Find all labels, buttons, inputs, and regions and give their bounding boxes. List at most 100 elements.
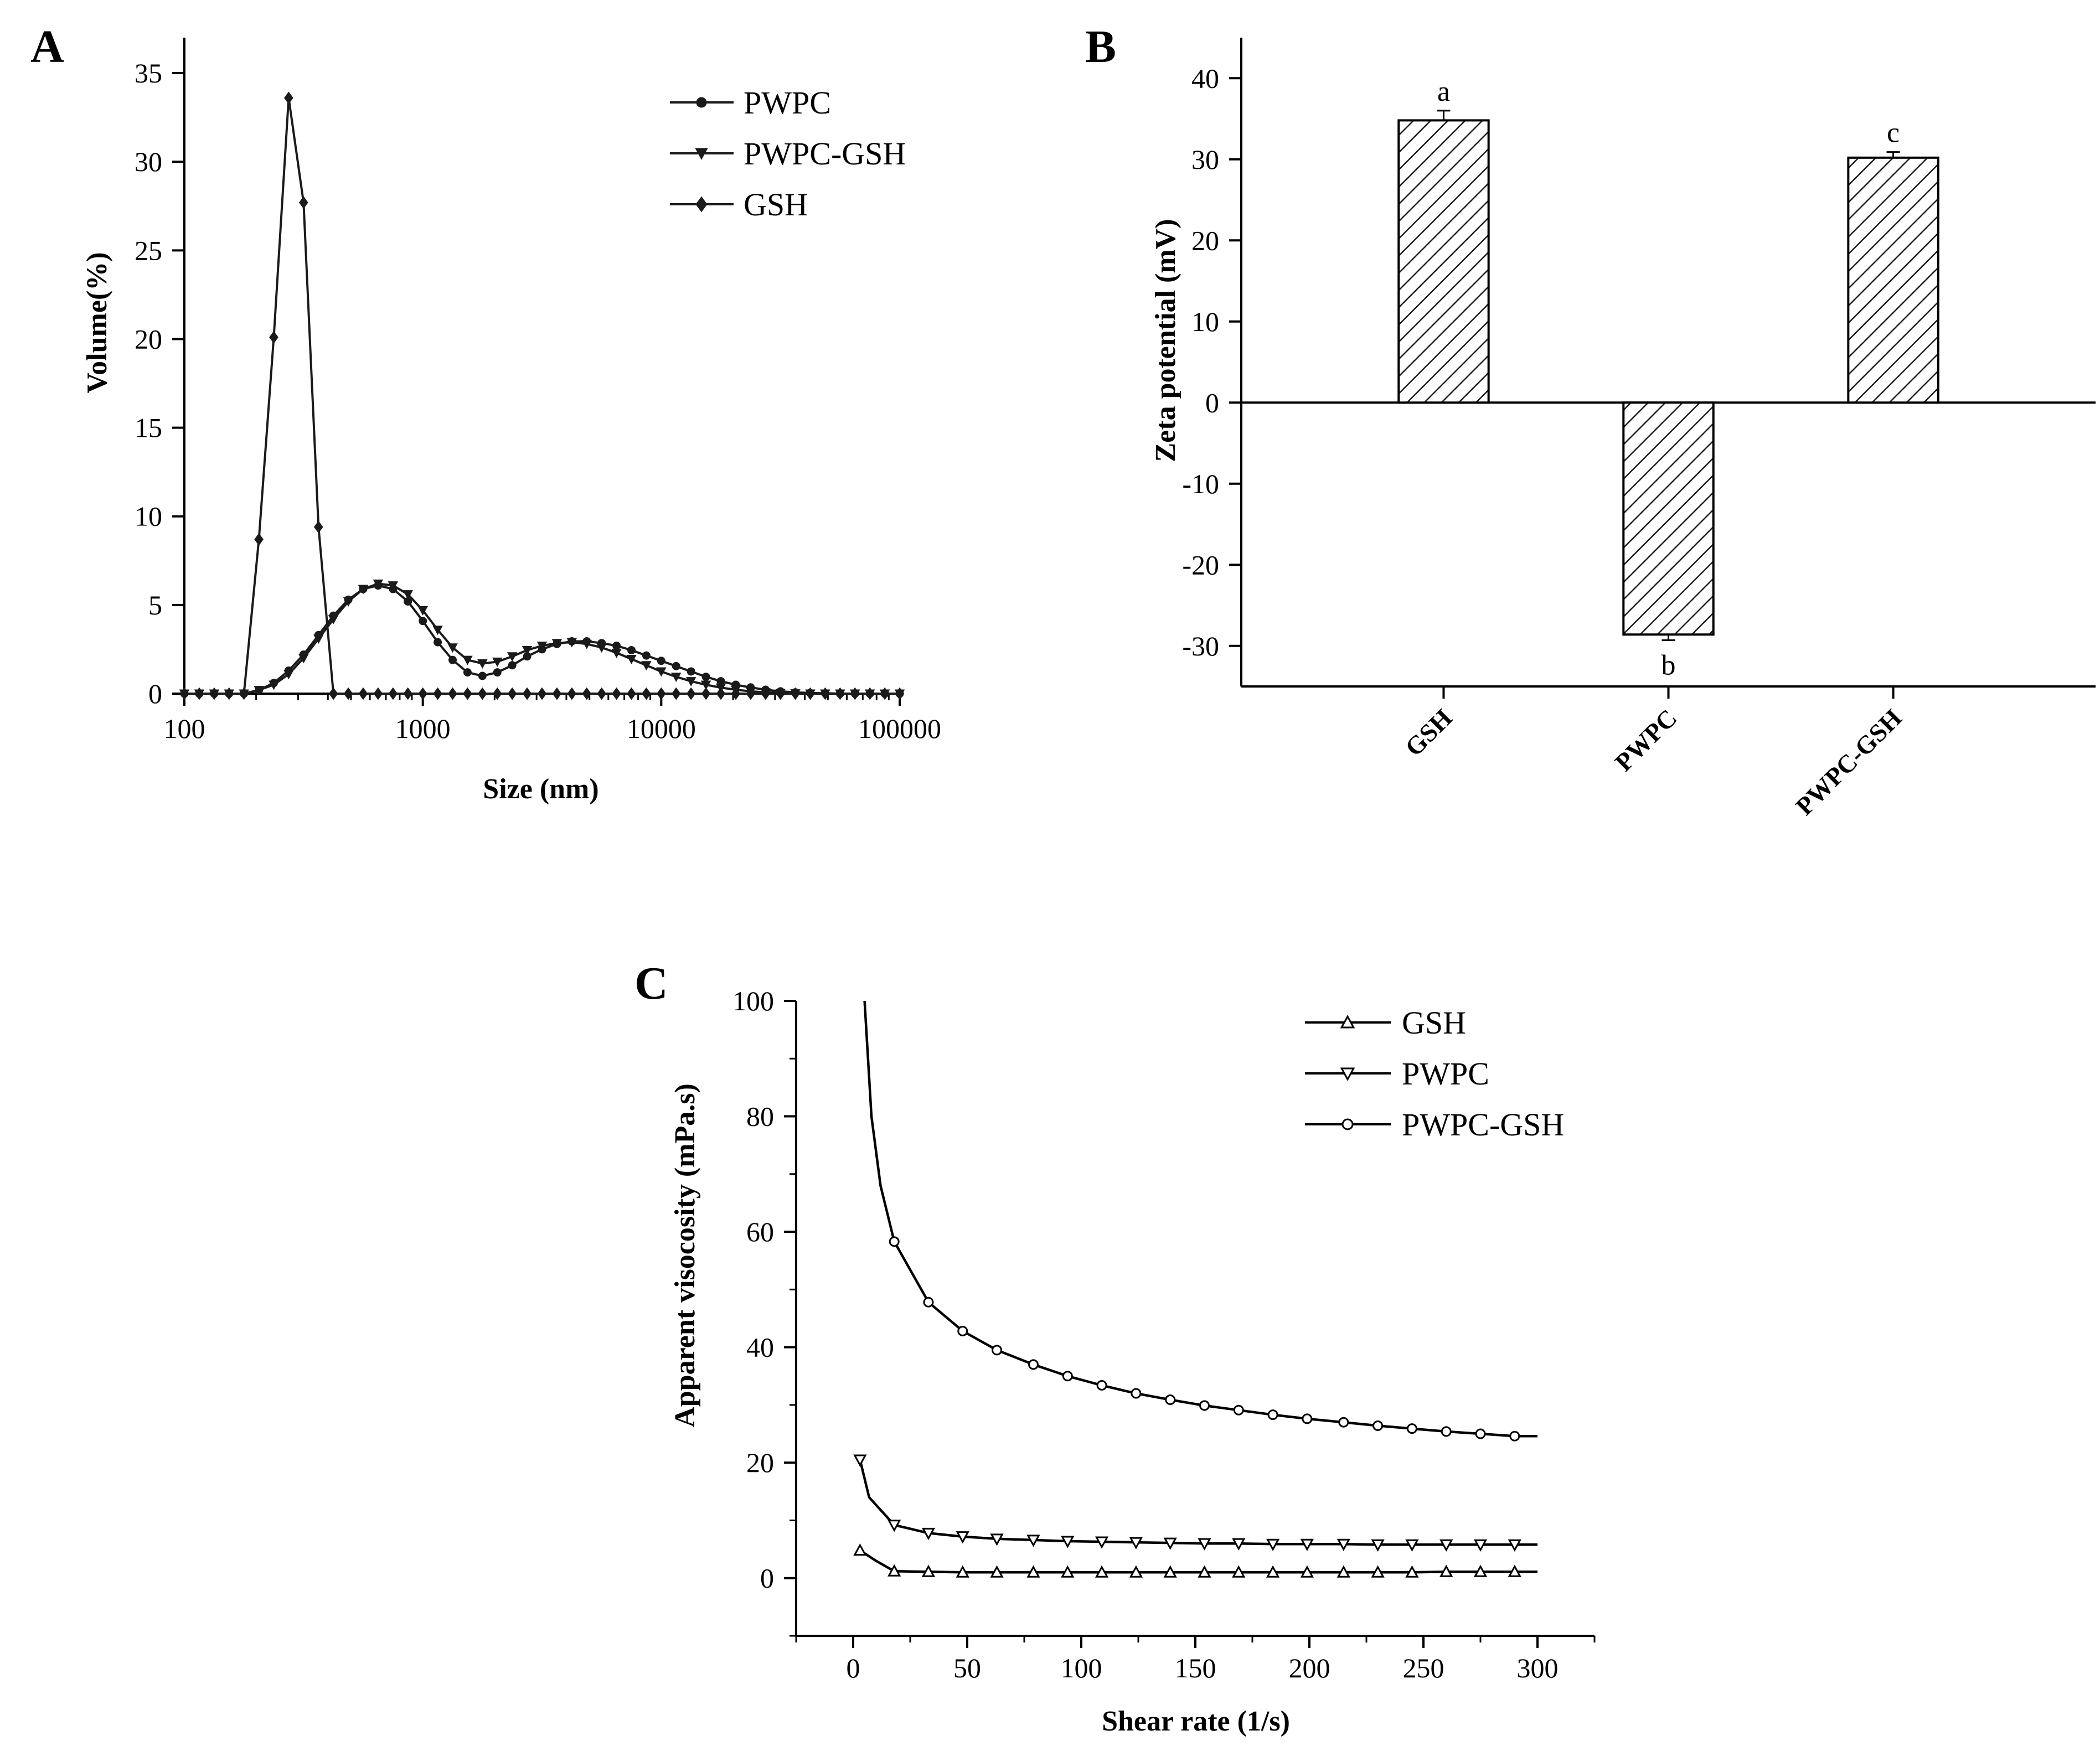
panel-a-point-pwpc — [419, 617, 427, 626]
panel-c-x-tick-label: 150 — [1175, 1652, 1216, 1683]
panel-c-y-tick-label: 100 — [732, 985, 774, 1016]
panel-a-point-gsh — [284, 91, 293, 105]
panel-a-point-gsh — [791, 687, 800, 700]
panel-c-x-tick-label: 200 — [1289, 1652, 1330, 1683]
panel-c-y-tick-label: 60 — [746, 1216, 774, 1247]
panel-b-y-tick-label: -10 — [1182, 468, 1219, 499]
panel-a-point-gsh — [552, 687, 562, 700]
panel-c-x-tick-label: 250 — [1403, 1652, 1444, 1683]
panel-c-point-gsh — [1232, 1565, 1246, 1578]
panel-a-point-gsh — [671, 687, 681, 700]
panel-b-y-tick-label: 20 — [1191, 225, 1219, 256]
panel-a-point-gsh — [478, 687, 487, 700]
panel-c-x-tick-label: 300 — [1517, 1652, 1559, 1683]
panel-a-legend-marker-gsh — [695, 196, 708, 213]
panel-c-point-pwpc-gsh — [1267, 1409, 1278, 1420]
panel-c-legend-label-pwpc-gsh: PWPC-GSH — [1402, 1107, 1564, 1143]
panel-a-y-tick-label: 25 — [135, 235, 162, 266]
panel-a-y-tick-label: 0 — [148, 678, 162, 709]
panel-c-point-pwpc — [1095, 1536, 1109, 1549]
panel-c-point-pwpc-gsh — [1131, 1388, 1142, 1399]
panel-c-legend-marker-gsh — [1340, 1015, 1355, 1029]
panel-a-point-pwpc — [463, 668, 472, 677]
panel-a-point-gsh — [895, 687, 905, 700]
panel-c-y-axis-title: Apparent visocosity (mPa.s) — [669, 1083, 701, 1428]
panel-a-point-pwpc-gsh — [656, 667, 667, 677]
panel-a-point-pwpc — [448, 655, 457, 664]
panel-c-point-pwpc — [1198, 1538, 1211, 1551]
panel-a-point-gsh — [179, 687, 189, 700]
panel-a-point-gsh — [269, 330, 278, 344]
panel-b-sig-letter-pwpc-gsh: c — [1887, 117, 1900, 149]
panel-b-sig-letter-pwpc: b — [1662, 649, 1676, 681]
panel-a-point-gsh — [835, 687, 845, 700]
panel-a-y-tick-label: 35 — [135, 58, 162, 89]
panel-a-point-gsh — [343, 687, 353, 700]
panel-a-point-pwpc-gsh — [358, 585, 369, 595]
panel-a-point-gsh — [821, 687, 830, 700]
panel-a-y-tick-label: 30 — [135, 146, 162, 177]
panel-a-point-pwpc — [687, 667, 695, 676]
panel-a-point-gsh — [850, 687, 860, 700]
panel-c-point-pwpc — [1129, 1537, 1143, 1549]
panel-a-point-pwpc — [508, 661, 517, 670]
panel-c-point-gsh — [888, 1564, 901, 1577]
panel-a-point-pwpc-gsh — [432, 626, 443, 636]
panel-c-point-pwpc-gsh — [1441, 1426, 1452, 1437]
panel-a-point-pwpc-gsh — [700, 680, 711, 690]
panel-c-point-pwpc — [1163, 1537, 1177, 1550]
panel-c-point-pwpc-gsh — [1302, 1413, 1313, 1424]
panel-a-point-pwpc — [612, 642, 621, 650]
panel-c-y-tick-label: 20 — [746, 1447, 774, 1478]
panel-c-legend-marker-pwpc — [1340, 1067, 1355, 1081]
panel-a-point-gsh — [627, 687, 636, 700]
panel-a-point-gsh — [194, 687, 204, 700]
panel-b-bar-pwpc-gsh — [1847, 156, 1939, 404]
panel-a-point-gsh — [463, 687, 472, 700]
panel-c-point-pwpc-gsh — [1165, 1394, 1176, 1406]
panel-a-y-tick-label: 10 — [135, 501, 162, 532]
panel-a-point-gsh — [388, 687, 398, 700]
panel-a-point-gsh — [701, 687, 711, 700]
panel-c-point-gsh — [1266, 1565, 1280, 1578]
panel-c-point-gsh — [1026, 1565, 1040, 1578]
panel-a-point-gsh — [239, 687, 249, 700]
panel-a-point-pwpc-gsh — [298, 654, 309, 664]
panel-a-point-pwpc-gsh — [492, 657, 503, 667]
panel-a-point-pwpc-gsh — [417, 606, 428, 616]
panel-a-point-gsh — [313, 520, 323, 534]
panel-b-y-tick-label: -30 — [1182, 631, 1219, 662]
panel-a-point-pwpc-gsh — [283, 670, 294, 680]
panel-c-y-tick-label: 0 — [760, 1563, 774, 1594]
panel-a-point-gsh — [373, 687, 383, 700]
panel-a-point-pwpc-gsh — [343, 597, 354, 607]
panel-a-y-tick-label: 15 — [135, 412, 162, 443]
panel-c-point-gsh — [1198, 1565, 1211, 1578]
panel-c-point-gsh — [1095, 1565, 1109, 1578]
panel-a-point-gsh — [657, 687, 666, 700]
panel-a-point-gsh — [254, 533, 264, 546]
panel-c-point-pwpc — [1266, 1538, 1280, 1551]
panel-a-point-pwpc — [478, 671, 487, 680]
panel-c-point-gsh — [1371, 1565, 1385, 1578]
panel-c-point-pwpc — [990, 1533, 1004, 1546]
panel-c-y-tick-label: 40 — [746, 1332, 774, 1363]
panel-a-point-pwpc-gsh — [447, 643, 458, 653]
panel-a-point-pwpc-gsh — [373, 579, 384, 589]
panel-c-x-axis-title: Shear rate (1/s) — [1102, 1706, 1290, 1737]
panel-c-point-pwpc — [1026, 1535, 1040, 1547]
panel-a-point-gsh — [746, 687, 756, 700]
panel-a-y-tick-label: 5 — [148, 590, 162, 621]
panel-c-point-gsh — [1439, 1564, 1453, 1577]
panel-a-point-pwpc-gsh — [507, 652, 518, 662]
panel-c-x-tick-label: 50 — [953, 1652, 981, 1683]
panel-a-x-tick-label: 100 — [164, 713, 205, 744]
panel-a-point-gsh — [522, 687, 532, 700]
panel-c-point-pwpc-gsh — [1338, 1417, 1349, 1428]
panel-a-point-pwpc-gsh — [269, 680, 279, 690]
panel-a-point-gsh — [865, 687, 875, 700]
panel-c-point-gsh — [1163, 1565, 1177, 1578]
panel-a-legend-marker-pwpc — [696, 97, 707, 108]
panel-a-point-gsh — [686, 687, 696, 700]
